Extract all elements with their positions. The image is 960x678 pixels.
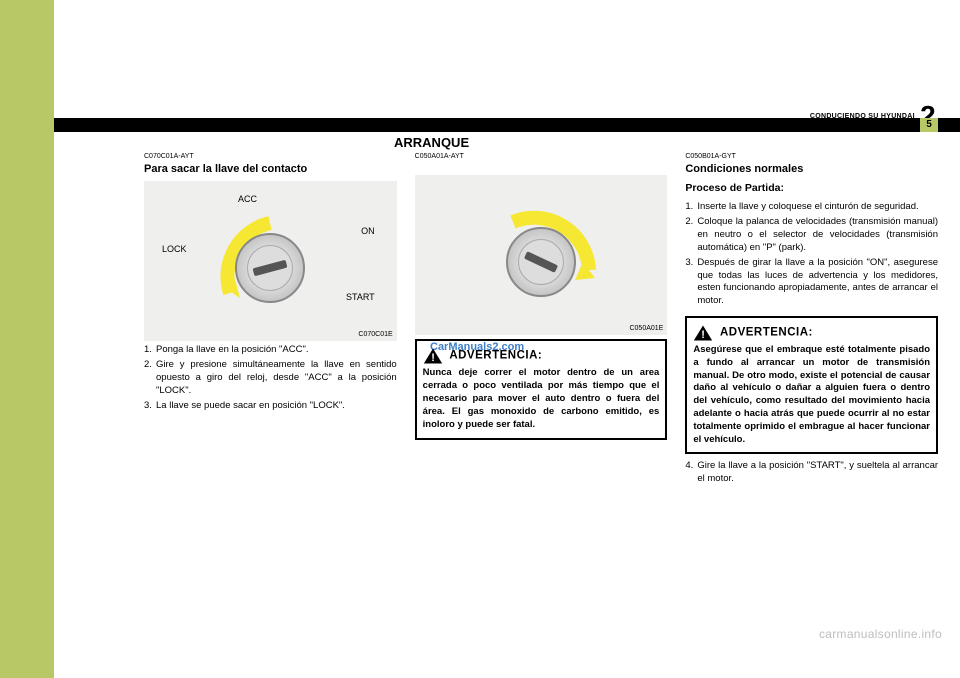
column-3: C050B01A-GYT Condiciones normales Proces… [685, 152, 938, 628]
section-title: ARRANQUE [394, 135, 469, 150]
svg-text:!: ! [702, 329, 706, 341]
svg-text:!: ! [431, 352, 435, 364]
left-sidebar [0, 0, 54, 678]
label-acc: ACC [238, 193, 257, 205]
col3-subtitle: Proceso de Partida: [685, 181, 938, 195]
warning-body: Asegúrese que el embraque esté totalment… [693, 344, 930, 447]
page: CONDUCIENDO SU HYUNDAI 2 5 ARRANQUE CarM… [0, 0, 960, 678]
col3-steps: 1.Inserte la llave y coloquese el cintur… [685, 201, 938, 308]
column-2: C050A01A-AYT C050A01E [415, 152, 668, 628]
fig1-caption: C070C01E [358, 330, 392, 339]
list-item: 1.Ponga la llave en la posición "ACC". [144, 344, 397, 357]
column-1: C070C01A-AYT Para sacar la llave del con… [144, 152, 397, 628]
list-item: 2.Gire y presione simultáneamente la lla… [144, 359, 397, 397]
warning-title: ADVERTENCIA: [720, 326, 813, 338]
list-item: 3.La llave se puede sacar en posición "L… [144, 400, 397, 413]
footer-watermark: carmanualsonline.info [819, 627, 942, 641]
warning-icon: ! [423, 347, 443, 365]
code-ref: C070C01A-AYT [144, 152, 397, 161]
list-item: 1.Inserte la llave y coloquese el cintur… [685, 201, 938, 214]
col3-step4: 4.Gire la llave a la posición "START", y… [685, 460, 938, 486]
warning-header: ! ADVERTENCIA: [423, 347, 660, 365]
code-ref: C050A01A-AYT [415, 152, 668, 161]
code-ref: C050B01A-GYT [685, 152, 938, 161]
figure-ignition-turn: C050A01E [415, 175, 668, 335]
warning-box: ! ADVERTENCIA: Asegúrese que el embraque… [685, 316, 938, 455]
list-item: 4.Gire la llave a la posición "START", y… [685, 460, 938, 486]
warning-box: ! ADVERTENCIA: Nunca deje correr el moto… [415, 339, 668, 439]
warning-icon: ! [693, 324, 713, 342]
warning-title: ADVERTENCIA: [449, 350, 542, 362]
header-bar [54, 118, 960, 132]
page-number: 5 [920, 118, 938, 132]
label-start: START [346, 291, 375, 303]
fig2-caption: C050A01E [629, 324, 663, 333]
list-item: 3.Después de girar la llave a la posició… [685, 257, 938, 308]
list-item: 2.Coloque la palanca de velocidades (tra… [685, 216, 938, 254]
warning-header: ! ADVERTENCIA: [693, 324, 930, 342]
col1-title: Para sacar la llave del contacto [144, 162, 397, 177]
label-lock: LOCK [162, 243, 187, 255]
warning-body: Nunca deje correr el motor dentro de un … [423, 367, 660, 431]
col1-steps: 1.Ponga la llave en la posición "ACC". 2… [144, 344, 397, 412]
columns: C070C01A-AYT Para sacar la llave del con… [144, 152, 938, 628]
figure-key-removal: LOCK ACC ON START C070C01E [144, 181, 397, 341]
label-on: ON [361, 225, 375, 237]
col3-title: Condiciones normales [685, 162, 938, 177]
